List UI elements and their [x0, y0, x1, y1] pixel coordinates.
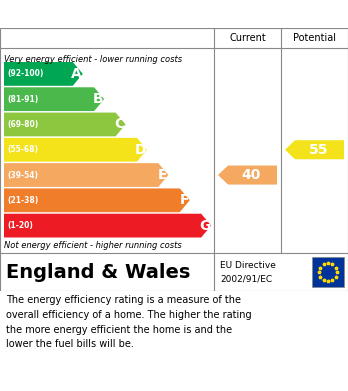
Polygon shape — [4, 138, 147, 161]
Text: Not energy efficient - higher running costs: Not energy efficient - higher running co… — [4, 241, 182, 250]
Text: (21-38): (21-38) — [7, 196, 38, 205]
Polygon shape — [218, 165, 277, 185]
Text: 2002/91/EC: 2002/91/EC — [220, 274, 272, 283]
Text: G: G — [199, 219, 210, 233]
Polygon shape — [4, 113, 126, 136]
Polygon shape — [4, 62, 83, 86]
Text: D: D — [134, 143, 146, 157]
Text: (81-91): (81-91) — [7, 95, 38, 104]
Text: (92-100): (92-100) — [7, 69, 44, 78]
Polygon shape — [4, 188, 190, 212]
Text: (55-68): (55-68) — [7, 145, 38, 154]
Text: EU Directive: EU Directive — [220, 261, 276, 270]
Text: (39-54): (39-54) — [7, 170, 38, 179]
Text: E: E — [158, 168, 167, 182]
Text: Potential: Potential — [293, 33, 336, 43]
Text: (69-80): (69-80) — [7, 120, 38, 129]
Bar — [312, 257, 344, 287]
Text: 55: 55 — [309, 143, 328, 157]
Text: The energy efficiency rating is a measure of the
overall efficiency of a home. T: The energy efficiency rating is a measur… — [6, 295, 252, 350]
Text: A: A — [71, 67, 82, 81]
Text: 40: 40 — [242, 168, 261, 182]
Polygon shape — [4, 87, 104, 111]
Text: Current: Current — [229, 33, 266, 43]
Text: England & Wales: England & Wales — [6, 262, 190, 282]
Polygon shape — [4, 163, 168, 187]
Polygon shape — [4, 214, 211, 237]
Polygon shape — [285, 140, 344, 159]
Text: Energy Efficiency Rating: Energy Efficiency Rating — [8, 7, 218, 22]
Text: B: B — [93, 92, 103, 106]
Text: C: C — [114, 117, 125, 131]
Text: (1-20): (1-20) — [7, 221, 33, 230]
Text: F: F — [179, 193, 189, 207]
Text: Very energy efficient - lower running costs: Very energy efficient - lower running co… — [4, 55, 182, 64]
